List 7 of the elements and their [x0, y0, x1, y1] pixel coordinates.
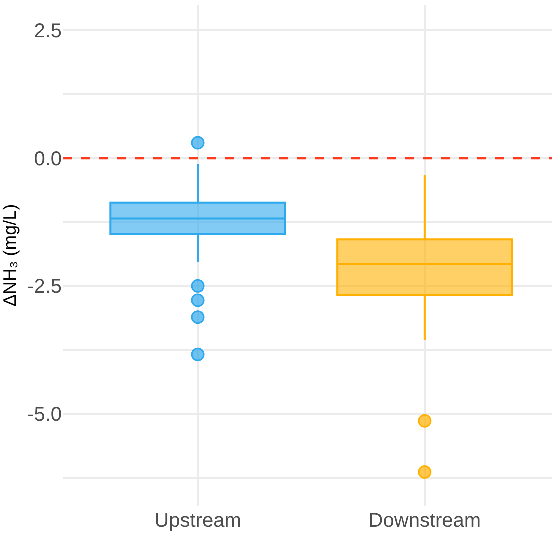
y-tick-label: -5.0	[28, 404, 62, 426]
y-tick-label: -2.5	[28, 276, 62, 298]
x-tick-label: Upstream	[154, 510, 242, 532]
y-tick-label: 0.0	[34, 148, 62, 170]
y-tick-label: 2.5	[34, 20, 62, 43]
x-tick-label: Downstream	[368, 510, 482, 532]
y-axis-title: ΔNH₃ (mg/L)	[0, 204, 20, 307]
